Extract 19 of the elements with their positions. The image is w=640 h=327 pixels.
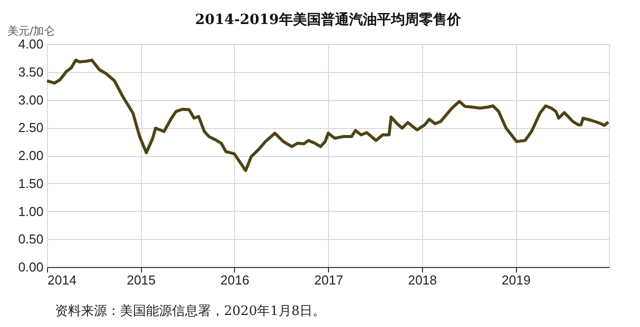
y-tick-label: 2.50 [18, 120, 44, 136]
y-tick-label: 0.50 [18, 232, 44, 247]
text: 资料来源：美国能源信息署，2020年1月8日。 [55, 303, 326, 320]
x-tick-label: 2014 [48, 272, 76, 288]
y-tick-label: 1.00 [18, 204, 44, 219]
y-tick-label: 3.50 [18, 64, 44, 80]
y-tick-label: 1.50 [18, 176, 44, 191]
chart-title: 2014-2019年美国普通汽油平均周零售价 [195, 11, 462, 28]
x-tick-label: 2019 [502, 272, 531, 288]
x-tick-label: 2017 [314, 272, 344, 288]
y-tick-label: 2.00 [18, 148, 44, 163]
y-axis-title: 美元/加仑 [8, 24, 56, 38]
y-tick-label: 0.00 [18, 260, 44, 274]
x-tick-label: 2016 [220, 272, 250, 288]
y-tick-label: 3.00 [18, 92, 44, 108]
y-tick-label: 4.00 [18, 36, 44, 52]
x-tick-label: 2015 [126, 272, 156, 288]
line-series [46, 58, 610, 172]
x-tick-label: 2018 [408, 272, 437, 288]
